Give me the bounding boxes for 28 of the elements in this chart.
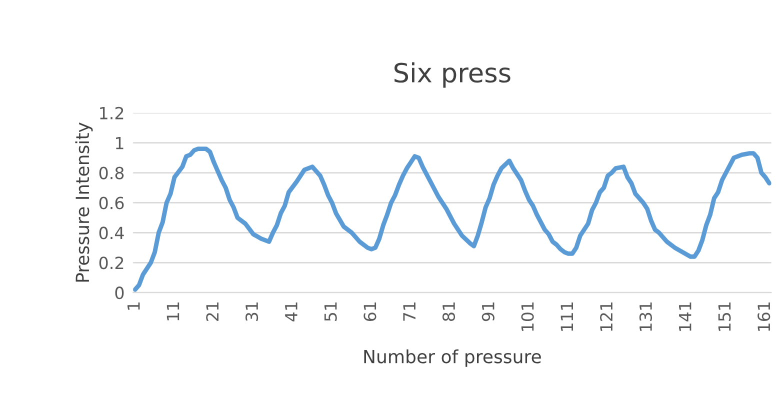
- x-tick-label: 81: [442, 302, 456, 322]
- x-tick-label: 51: [324, 302, 337, 321]
- y-tick-label: 1.2: [100, 106, 124, 120]
- x-tick-label: 41: [285, 302, 298, 322]
- x-tick-label: 101: [521, 302, 534, 331]
- y-tick-label: 0.2: [99, 256, 124, 270]
- x-tick-label: 131: [639, 302, 652, 331]
- x-axis-title: Number of pressure: [364, 349, 541, 367]
- x-tick-label: 1: [128, 302, 140, 310]
- y-tick-label: 0.4: [99, 226, 124, 240]
- x-tick-label: 21: [206, 302, 218, 321]
- y-tick-label: 1: [116, 137, 124, 150]
- y-tick-label: 0.8: [99, 166, 124, 180]
- y-tick-label: 0: [115, 286, 124, 300]
- x-tick-label: 11: [166, 302, 180, 320]
- x-tick-label: 31: [245, 302, 258, 321]
- y-axis-title: Pressure Intensity: [75, 122, 93, 282]
- x-tick-label: 61: [364, 302, 376, 321]
- x-tick-label: 111: [560, 302, 573, 331]
- x-tick-label: 151: [718, 302, 731, 331]
- y-tick-label: 0.6: [99, 196, 124, 210]
- x-tick-label: 121: [600, 302, 612, 331]
- x-tick-label: 71: [403, 302, 416, 321]
- x-tick-label: 91: [482, 302, 494, 322]
- x-tick-label: 141: [679, 302, 692, 331]
- chart-title: Six press: [394, 62, 510, 88]
- line-series: [133, 146, 772, 292]
- x-tick-label: 161: [758, 302, 770, 331]
